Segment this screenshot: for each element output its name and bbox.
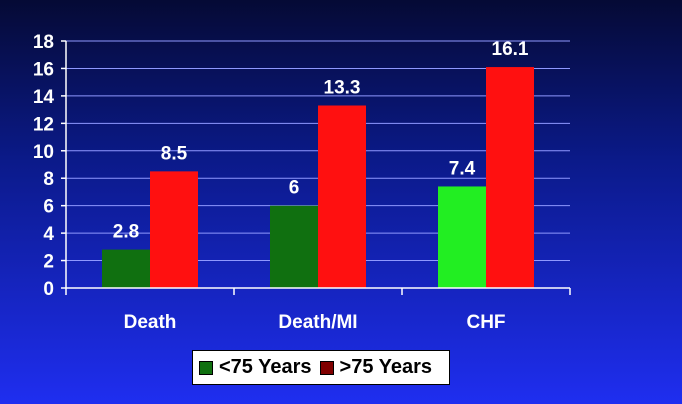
bar [438,186,486,288]
data-label: 2.8 [113,222,139,243]
x-category-label: Death [124,312,177,333]
legend-item-over-75: >75 Years [319,356,433,379]
bar [486,67,534,288]
y-tick-label: 12 [33,114,54,135]
data-label: 6 [289,178,300,199]
data-label: 16.1 [492,39,529,60]
y-tick-label: 16 [33,59,54,80]
data-label: 7.4 [449,158,476,179]
y-tick-label: 6 [43,197,54,218]
y-tick-label: 4 [43,224,54,245]
data-label: 8.5 [161,143,188,164]
legend: <75 Years >75 Years [192,350,450,385]
x-category-label: CHF [466,312,505,333]
y-tick-label: 10 [33,142,54,163]
x-category-label: Death/MI [278,312,357,333]
legend-item-under-75: <75 Years [199,356,312,379]
y-tick-label: 8 [43,169,54,190]
legend-label-over-75: >75 Years [339,356,433,378]
legend-label-under-75: <75 Years [219,356,312,378]
bar [318,105,366,288]
labels: 0 2 4 6 8 10 12 14 16 18 2.8 8.5 Death 6 13.3 Death/MI 7… [33,32,529,333]
legend-swatch-under-75 [199,360,213,375]
axes [61,40,571,295]
data-label: 13.3 [324,77,361,98]
y-tick-label: 2 [43,252,54,273]
legend-swatch-over-75 [319,360,334,375]
bar [150,171,198,288]
y-tick-label: 0 [43,279,54,300]
bar [270,205,318,288]
bar [102,249,150,288]
bars [102,67,534,288]
y-tick-label: 14 [33,87,55,108]
y-tick-label: 18 [33,32,54,53]
